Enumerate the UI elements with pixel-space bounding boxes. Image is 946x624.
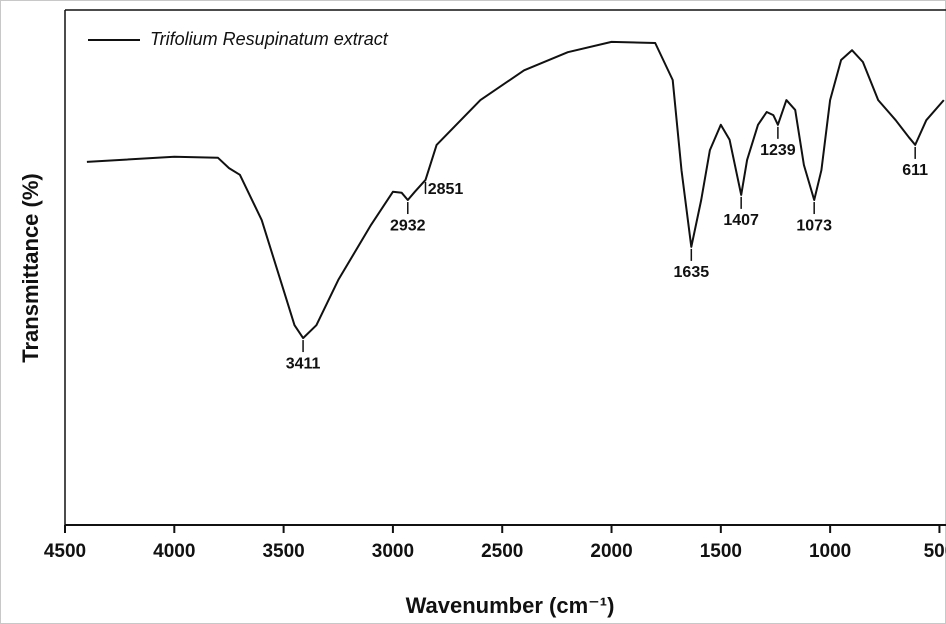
x-tick-label: 4000	[153, 541, 195, 562]
peak-label: 611	[902, 162, 928, 179]
peak-label: 1635	[674, 264, 710, 281]
peak-label: 3411	[286, 355, 321, 372]
spectrum-line	[86, 40, 945, 340]
x-tick-label: 3500	[262, 541, 304, 562]
x-tick-label: 500	[924, 541, 946, 562]
x-tick-label: 1500	[700, 541, 742, 562]
peak-label: 1239	[760, 142, 796, 159]
x-axis-title: Wavenumber (cm⁻¹)	[406, 593, 615, 618]
x-tick-label: 3000	[372, 541, 414, 562]
peak-label: 1073	[796, 217, 832, 234]
legend-text: Trifolium Resupinatum extract	[150, 29, 389, 49]
x-tick-label: 1000	[809, 541, 851, 562]
y-axis-title: Transmittance (%)	[18, 173, 43, 363]
x-tick-label: 2500	[481, 541, 523, 562]
x-tick-label: 2000	[590, 541, 632, 562]
peak-label: 2851	[428, 181, 464, 198]
peak-label: 2932	[390, 217, 426, 234]
x-tick-label: 4500	[44, 541, 86, 562]
peak-label: 1407	[723, 212, 759, 229]
